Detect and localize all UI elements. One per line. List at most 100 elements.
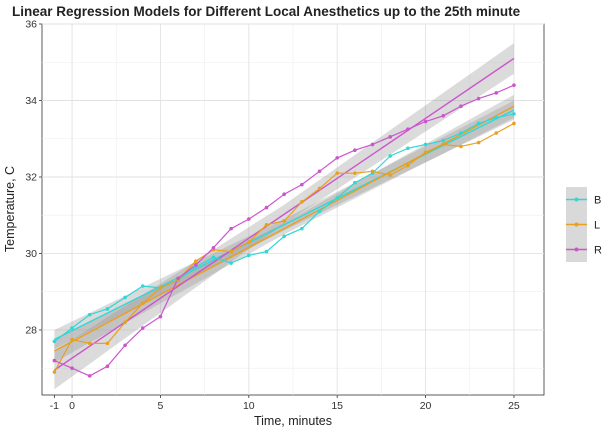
chart-title: Linear Regression Models for Different L…: [12, 4, 521, 19]
data-point-L: [87, 341, 92, 346]
data-point-B: [282, 234, 286, 239]
data-point-R: [123, 343, 127, 348]
data-point-L: [388, 173, 393, 177]
data-point-R: [105, 364, 110, 369]
data-point-L: [158, 286, 163, 290]
data-point-R: [406, 127, 410, 131]
data-point-R: [370, 142, 375, 147]
data-point-L: [406, 163, 410, 168]
y-tick-label: 32: [25, 171, 37, 183]
data-point-B: [300, 226, 304, 231]
data-point-R: [335, 156, 339, 160]
legend-key-point: [574, 222, 579, 227]
data-point-L: [229, 249, 233, 254]
legend-label-B: B: [594, 195, 601, 207]
legend-key-point: [574, 197, 579, 202]
data-point-B: [87, 312, 92, 317]
data-point-R: [158, 314, 163, 319]
data-point-B: [335, 196, 339, 200]
data-point-L: [70, 337, 74, 342]
data-point-L: [105, 341, 110, 346]
data-point-B: [494, 115, 499, 120]
data-point-L: [476, 140, 481, 145]
data-point-R: [211, 245, 216, 250]
data-point-R: [264, 205, 269, 210]
data-point-L: [282, 219, 286, 223]
x-axis-ticks: -1 0 5 10 15 20 25: [50, 395, 520, 412]
data-point-L: [52, 370, 57, 374]
data-point-B: [406, 146, 410, 151]
data-point-R: [388, 135, 393, 139]
legend-key-point: [574, 247, 579, 252]
fit-line-R: [53, 57, 515, 371]
data-point-R: [441, 113, 446, 118]
data-point-B: [423, 142, 428, 147]
data-point-L: [264, 222, 269, 227]
y-tick-label: 30: [25, 248, 37, 260]
data-point-R: [52, 358, 57, 363]
data-point-L: [193, 259, 198, 263]
data-point-L: [317, 186, 322, 191]
data-point-L: [335, 171, 339, 175]
data-point-R: [512, 83, 516, 87]
data-point-B: [317, 209, 322, 214]
data-points: [52, 83, 516, 378]
data-point-B: [264, 249, 269, 254]
data-point-L: [300, 200, 304, 204]
legend-label-R: R: [594, 245, 602, 257]
data-point-R: [423, 119, 428, 124]
y-axis-label: Temperature, C: [3, 166, 17, 252]
data-point-B: [70, 326, 74, 330]
data-point-B: [52, 339, 57, 344]
confidence-band-R: [54, 43, 515, 390]
x-tick-label: 10: [243, 400, 255, 412]
data-point-B: [476, 121, 481, 126]
data-point-R: [282, 192, 286, 197]
data-point-R: [70, 366, 74, 371]
data-point-B: [388, 154, 393, 158]
data-point-L: [247, 240, 251, 244]
data-point-L: [370, 169, 375, 174]
data-point-B: [140, 284, 145, 288]
data-point-R: [193, 263, 198, 267]
x-tick-label: 0: [69, 400, 75, 412]
data-point-B: [105, 307, 110, 311]
data-point-L: [494, 131, 499, 135]
data-point-R: [494, 91, 499, 95]
x-tick-label: -1: [50, 400, 59, 412]
x-axis-label: Time, minutes: [254, 414, 332, 428]
data-point-L: [353, 171, 357, 175]
x-tick-label: 20: [420, 400, 432, 412]
data-point-R: [476, 96, 481, 101]
data-point-B: [229, 261, 233, 265]
data-point-B: [512, 112, 516, 116]
data-point-L: [423, 150, 428, 154]
data-point-B: [459, 131, 463, 135]
y-tick-label: 34: [25, 95, 37, 107]
x-tick-label: 15: [331, 400, 343, 412]
x-tick-label: 25: [508, 400, 520, 412]
data-point-R: [300, 182, 304, 187]
data-point-R: [459, 104, 463, 109]
data-point-L: [441, 142, 446, 147]
data-point-R: [87, 374, 92, 378]
y-tick-label: 28: [25, 324, 37, 336]
y-axis-ticks: 28 30 32 34 36: [25, 19, 42, 336]
data-point-R: [247, 217, 251, 221]
x-tick-label: 5: [158, 400, 164, 412]
data-point-R: [176, 276, 180, 281]
y-tick-label: 36: [25, 19, 37, 31]
legend: B L R: [566, 187, 602, 262]
data-point-R: [140, 326, 145, 330]
data-point-B: [211, 255, 216, 260]
data-point-L: [140, 301, 145, 306]
data-point-B: [247, 253, 251, 258]
data-point-L: [512, 121, 516, 126]
data-point-R: [229, 226, 233, 231]
legend-label-L: L: [594, 220, 600, 232]
data-point-B: [353, 180, 357, 185]
fit-line-B: [54, 109, 515, 341]
data-point-B: [441, 138, 446, 143]
data-point-L: [123, 320, 127, 325]
